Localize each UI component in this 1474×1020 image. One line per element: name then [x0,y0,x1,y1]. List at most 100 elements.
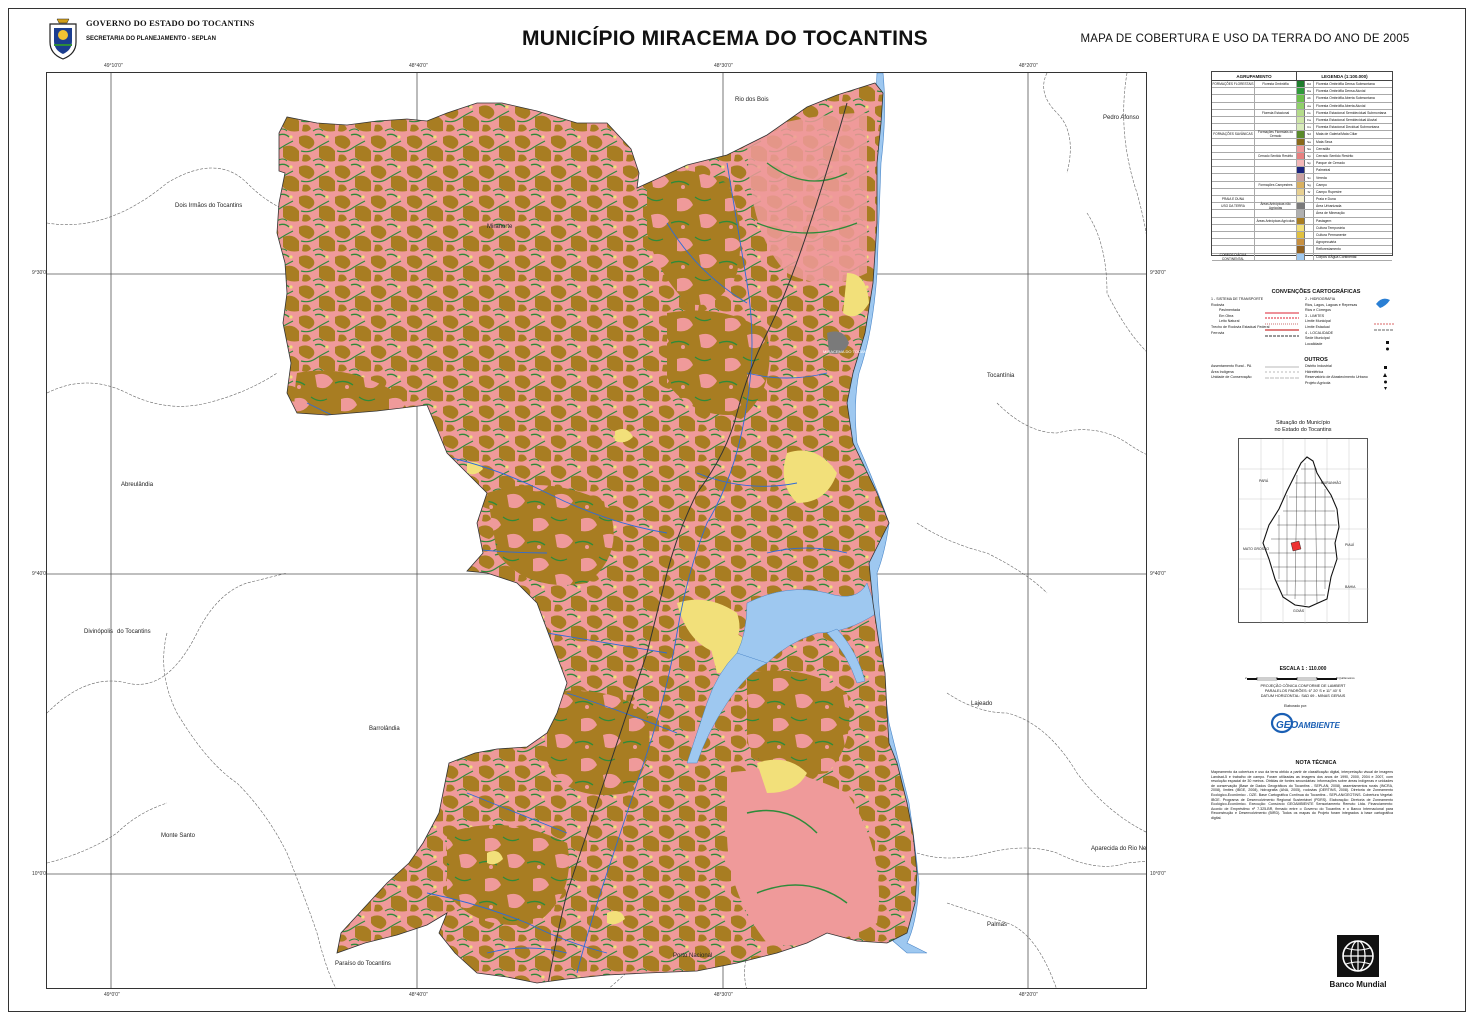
legend-code: Sa [1305,145,1314,152]
place-abreulandia: Abreulândia [121,482,154,488]
scale-tick: 6 [1316,676,1318,680]
conventions-right: 2 - HIDROGRAFIA Rios, Lagos, Lagoas e Re… [1305,297,1357,347]
legend-label: Área de Mineração [1316,211,1345,216]
place-rio-dos-bois: Rio dos Bois [735,97,769,103]
legend-code: Fs [1305,109,1314,116]
main-map[interactable]: Rio dos Bois Pedro Afonso Dois Irmãos do… [46,72,1147,989]
conv-left-item: Trecho de Rodovia Estadual Federal [1211,324,1270,329]
legend-subgroup: Floresta Ombrófila [1255,81,1297,88]
legend-label: Floresta Estacional Semidecidual Submont… [1316,110,1387,115]
legend-group [1212,210,1255,217]
legend-swatch [1297,224,1305,231]
coord-bottom-1: 49°0'0" [104,992,120,998]
page-subtitle: MAPA DE COBERTURA E USO DA TERRA DO ANO … [1080,33,1410,45]
world-bank-logo-icon [1337,935,1379,977]
legend-label: Floresta Estacional Decidual Submontana [1316,125,1380,130]
legend-swatch [1297,152,1305,160]
legend-label: Vereda [1316,175,1327,180]
legend-group [1212,145,1255,152]
legend-row: Áreas Antrópicas Agrícolas Pastagem [1212,217,1392,225]
coord-bottom-2: 48°40'0" [409,992,428,998]
legend-row: Agropecuária [1212,239,1392,247]
legend-swatch [1297,203,1305,210]
legend-group: PRAIA E DUNA [1212,196,1255,203]
conv-right-item: Sede Municipal [1305,336,1330,341]
legend-code: Ab [1305,95,1314,102]
legend-subgroup [1255,116,1297,124]
ambiente-word: AMBIENTE [1297,721,1340,730]
legend-swatch [1297,88,1305,95]
inset-label-mato-grosso: MATO GROSSO [1243,547,1270,551]
conv-right-item: Limite Estadual [1305,324,1330,329]
legend-row: Cultura Temporária [1212,224,1392,232]
legend-swatch [1297,217,1305,224]
legend-swatch [1297,231,1305,239]
municipality-area[interactable] [247,73,947,989]
legend-row: Ab Floresta Ombrófila Aberta Submontana [1212,95,1392,103]
legend-group [1212,152,1255,160]
legend-swatch [1297,131,1305,138]
others-left-item: Área Indígena [1211,369,1234,374]
place-monte-santo: Monte Santo [161,833,196,839]
legend-row: Cs Floresta Estacional Decidual Submontan… [1212,124,1392,132]
legend-label: Campo Rupestre [1316,189,1342,194]
conv-left-item: Rodovia [1211,302,1225,307]
legend-swatch [1297,124,1305,131]
legend-subgroup [1255,224,1297,231]
conventions-line-samples [1265,312,1299,337]
place-palmas: Palmas [987,922,1008,928]
inset-label-piaui: PIAUÍ [1345,543,1355,547]
legend-code: Sp [1305,152,1314,160]
legend-swatch [1297,160,1305,167]
world-bank-name: Banco Mundial [1329,980,1387,989]
legend-subgroup [1255,239,1297,246]
legend-code [1305,167,1314,174]
legend-group [1212,246,1255,253]
legend-code: Sg [1305,181,1314,188]
place-pedro-afonso: Pedro Afonso [1103,115,1140,121]
legend-swatch [1297,188,1305,195]
map-canvas [47,73,1146,989]
legend-code [1305,253,1314,260]
others-line-samples [1265,366,1299,379]
conv-right-item: Rios, Lagos, Lagoas e Represas [1305,302,1358,307]
place-porto-nacional: Porto Nacional [673,953,713,959]
coord-left-2: 9°40'0" [32,571,48,577]
legend-swatch [1297,246,1305,253]
legend-code [1305,224,1314,231]
inset-title: Situação do Município no Estado do Tocan… [1238,420,1368,434]
legend-subgroup [1255,160,1297,167]
place-tocantinia: Tocantínia [987,373,1015,379]
legend-code [1305,239,1314,246]
legend-row: Cerrado Sentido Restrito Sp Cerrado Sentid… [1212,152,1392,161]
others-title: OUTROS [1304,357,1328,363]
conventions-symbols [1374,298,1394,351]
legend-subgroup: Áreas Antrópicas Agrícolas [1255,217,1297,224]
conv-right-item: 4 - LOCALIDADE [1305,330,1333,335]
location-inset-map[interactable]: PARÁ MARANHÃO PIAUÍ MATO GROSSO BAHIA GO… [1238,438,1369,624]
place-paraiso: Paraíso do Tocantins [335,961,391,967]
legend-label: Campo [1316,182,1327,187]
legend-row: Fa Floresta Estacional Semidecidual Aluvi… [1212,116,1392,125]
scale-tick: 4 [1296,676,1298,680]
legend-group [1212,138,1255,145]
place-barrolandia: Barrolândia [369,726,400,732]
legend-subgroup [1255,196,1297,203]
legend-group [1212,174,1255,181]
legend-row: Sr Campo Rupestre [1212,188,1392,196]
coord-left-3: 10°0'0" [32,871,48,877]
scale-tick: 0 [1256,676,1258,680]
conv-left-item: Leito Natural [1219,319,1240,324]
legend-label: Cultura Temporária [1316,225,1345,230]
inset-title-line2: no Estado do Tocantins [1274,427,1332,433]
legend-swatch [1297,167,1305,174]
projection-info: PROJEÇÃO CÔNICA CONFORME DE LAMBERT PARA… [1238,684,1368,699]
others-right-item: Distrito Industrial [1305,364,1332,368]
conv-left-item: Em Obra [1219,313,1234,318]
place-miracema-city: MIRACEMA DO TOCANTINS [823,349,876,354]
legend-group [1212,160,1255,167]
scale-tick: 2 [1245,676,1247,680]
legend-row: USO DA TERRA Áreas Antrópicas não Agrícol… [1212,202,1392,211]
legend-row: Formações Campestres Sg Campo [1212,181,1392,189]
legend-code [1305,196,1314,203]
